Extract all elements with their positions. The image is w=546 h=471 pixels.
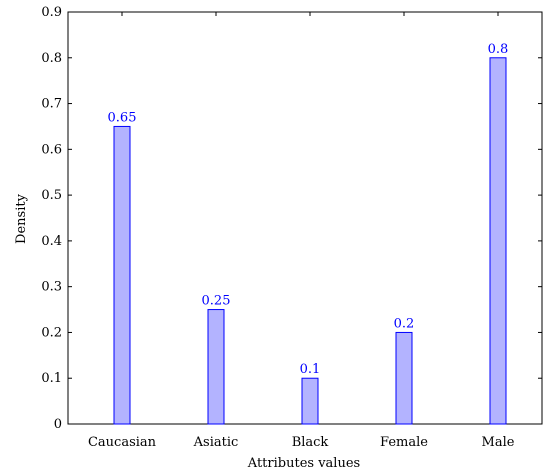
data-label-caucasian: 0.65 bbox=[108, 110, 137, 125]
bar-male bbox=[489, 57, 507, 425]
y-axis: 0 0.1 0.2 0.3 0.4 0.5 0.6 0.7 0.8 0.9 bbox=[41, 5, 542, 432]
y-tick-label: 0 bbox=[54, 417, 62, 432]
data-labels: 0.65 0.25 0.1 0.2 0.8 bbox=[108, 42, 509, 377]
y-tick-label: 0.5 bbox=[41, 188, 62, 203]
x-tick-label: Male bbox=[482, 435, 515, 450]
bar-black bbox=[301, 377, 319, 425]
x-tick-label: Black bbox=[292, 435, 329, 450]
y-tick-label: 0.6 bbox=[41, 142, 62, 157]
bar-female bbox=[395, 331, 413, 425]
data-label-male: 0.8 bbox=[488, 42, 509, 57]
data-label-black: 0.1 bbox=[300, 362, 321, 377]
y-tick-label: 0.8 bbox=[41, 51, 62, 66]
data-label-female: 0.2 bbox=[394, 316, 415, 331]
x-tick-label: Female bbox=[380, 435, 428, 450]
x-axis: Caucasian Asiatic Black Female Male bbox=[88, 12, 515, 450]
y-tick-label: 0.2 bbox=[41, 325, 62, 340]
data-label-asiatic: 0.25 bbox=[202, 294, 231, 309]
bars bbox=[113, 57, 507, 425]
x-tick-label: Caucasian bbox=[88, 435, 157, 450]
y-tick-label: 0.9 bbox=[41, 5, 62, 20]
bar-caucasian bbox=[113, 125, 131, 425]
x-axis-label: Attributes values bbox=[247, 456, 360, 471]
bar-asiatic bbox=[207, 309, 225, 425]
y-tick-label: 0.1 bbox=[41, 371, 62, 386]
y-tick-label: 0.7 bbox=[41, 97, 62, 112]
y-tick-label: 0.3 bbox=[41, 280, 62, 295]
x-tick-label: Asiatic bbox=[193, 435, 239, 450]
y-tick-label: 0.4 bbox=[41, 234, 62, 249]
y-axis-label: Density bbox=[14, 193, 29, 244]
